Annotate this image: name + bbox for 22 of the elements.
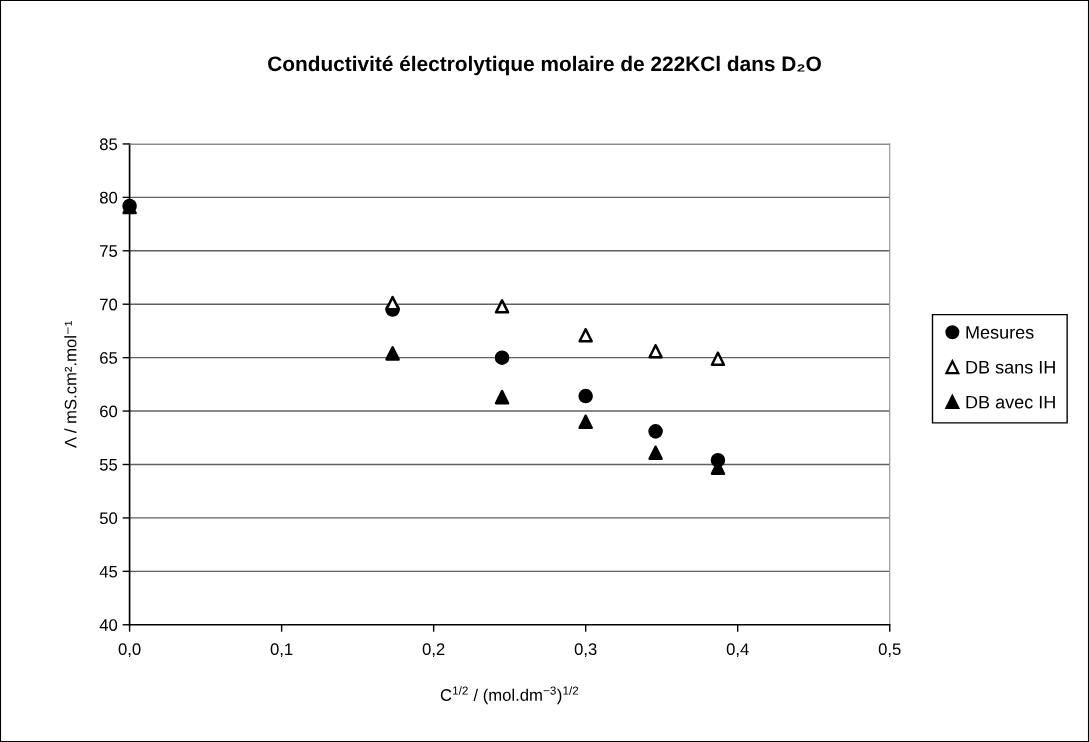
x-tick-label: 0,0 <box>118 643 141 658</box>
y-tick-label: 45 <box>99 565 118 578</box>
chart-title: Conductivité électrolytique molaire de 222KCl dans D₂O <box>268 55 821 76</box>
y-tick-label: 50 <box>99 512 118 525</box>
x-tick-label: 0,1 <box>270 643 293 658</box>
y-tick-label: 80 <box>99 191 118 204</box>
y-tick-label: 65 <box>100 352 118 364</box>
x-axis-title: C$^{1/2}$ / (mol.dm$^{−3}$)$^{1/2}$ <box>440 686 579 705</box>
y-tick-label: 55 <box>99 459 118 471</box>
y-tick-label: 75 <box>100 245 118 257</box>
y-tick-label: 85 <box>99 138 118 151</box>
y-tick-label: 70 <box>100 298 118 311</box>
x-tick-label: 0,4 <box>726 643 749 658</box>
legend-label: Mesures <box>966 326 1034 339</box>
legend-label: DB avec IH <box>966 395 1055 409</box>
x-tick-label: 0,5 <box>878 643 901 658</box>
x-tick-label: 0,3 <box>574 643 597 658</box>
y-axis-title: Λ / mS.cm².mol⁻¹ <box>64 321 77 448</box>
y-tick-label: 40 <box>99 619 118 631</box>
legend-label: DB sans IH <box>966 361 1055 374</box>
y-tick-label: 60 <box>100 405 118 418</box>
x-tick-label: 0,2 <box>422 643 445 658</box>
